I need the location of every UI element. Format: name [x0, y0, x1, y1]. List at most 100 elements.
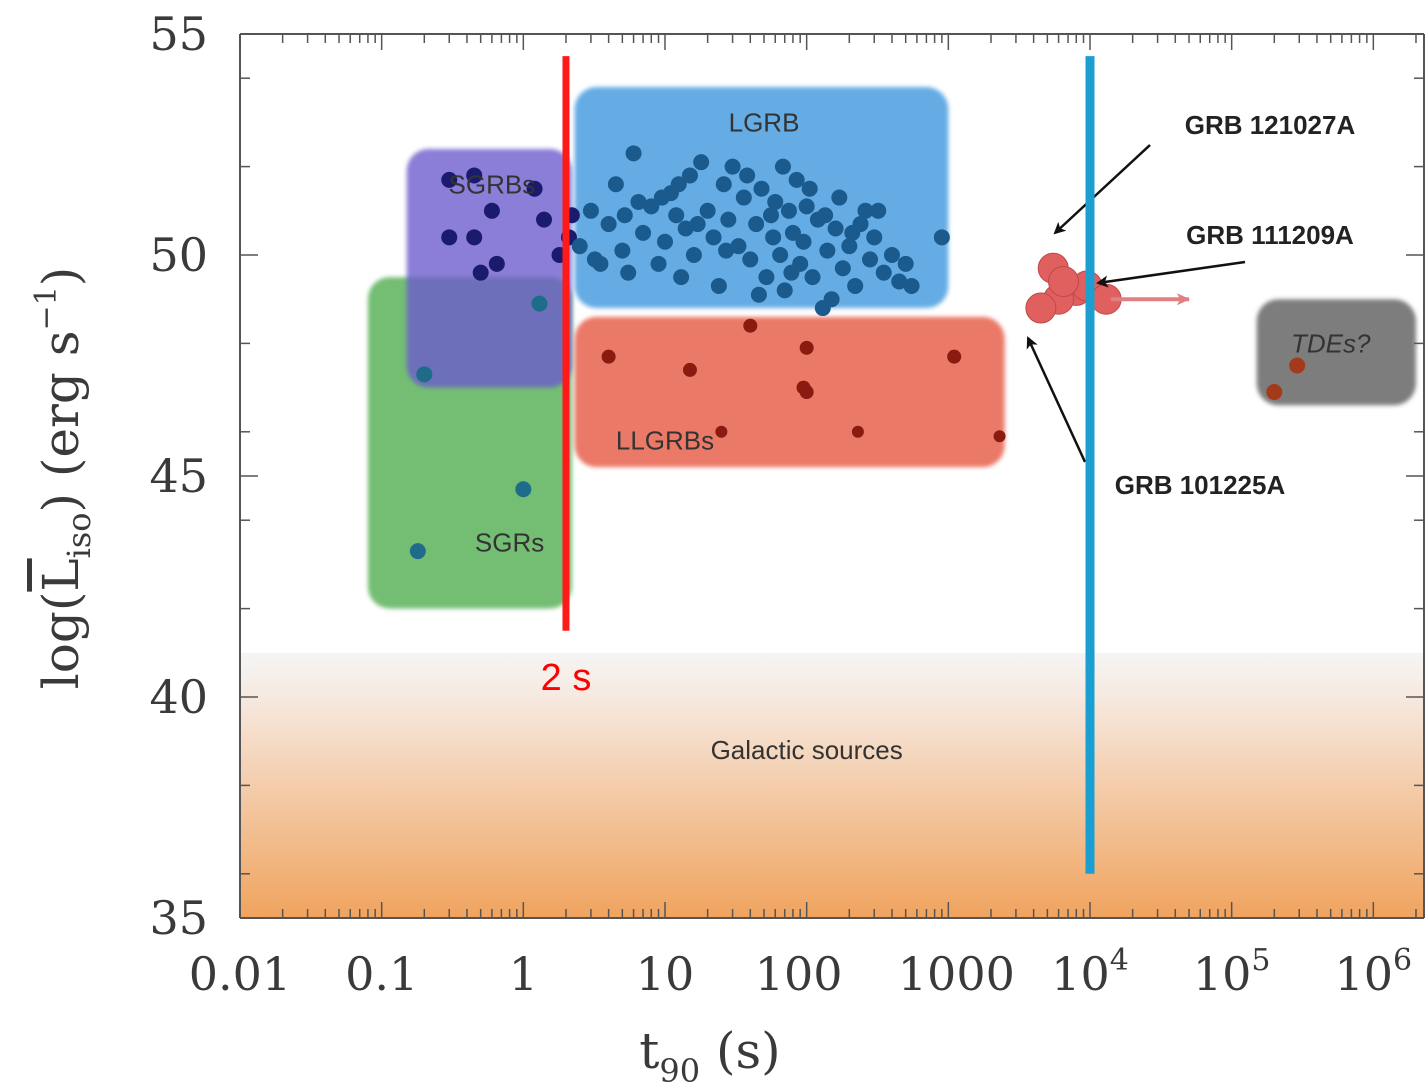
point-sgrs-3	[531, 295, 548, 312]
point-sgrbs-6	[466, 167, 483, 184]
point-lgrb-53	[857, 202, 874, 219]
point-lgrb-10	[643, 198, 660, 215]
x-tick-label: 1000	[898, 947, 1015, 1001]
region-llgrbs	[574, 316, 1005, 468]
axis-ticks	[239, 33, 1424, 919]
point-lgrb-33	[767, 193, 784, 210]
x-tick-label: 0.01	[189, 947, 291, 1001]
point-llgrbs-9	[799, 385, 814, 400]
region-label-galactic-sources: Galactic sources	[711, 735, 903, 765]
point-sgrbs-4	[483, 202, 500, 219]
x-tick-label: 104	[1051, 943, 1129, 1001]
point-llgrbs-6	[851, 425, 864, 438]
y-tick-label: 50	[149, 228, 208, 282]
point-lgrb-6	[620, 264, 637, 281]
point-lgrb-26	[730, 238, 747, 255]
x-tick-label: 106	[1335, 943, 1413, 1001]
point-sgrs-2	[515, 481, 532, 498]
x-tick-label: 10	[636, 947, 695, 1001]
point-lgrb-35	[776, 282, 793, 299]
point-lgrb-32	[762, 207, 779, 224]
point-lgrb-49	[834, 260, 851, 277]
point-lgrb-7	[625, 145, 642, 162]
point-lgrb-61	[653, 189, 670, 206]
arrow-grb-111209a	[1096, 260, 1246, 288]
point-lgrb-17	[681, 167, 698, 184]
y-tick-label: 45	[149, 449, 208, 503]
point-lgrb-41	[798, 198, 815, 215]
label-grb-111209a: GRB 111209A	[1186, 220, 1354, 250]
point-lgrb-31	[758, 269, 775, 286]
point-llgrbs-5	[799, 340, 814, 355]
point-lgrb-75	[933, 229, 950, 246]
x-tick-label: 100	[755, 947, 843, 1001]
point-lgrb-25	[724, 158, 741, 175]
point-lgrb-51	[847, 277, 864, 294]
point-lgrb-24	[720, 211, 737, 228]
point-lgrb-27	[735, 189, 752, 206]
point-lgrb-65	[765, 229, 782, 246]
point-lgrb-1	[582, 202, 599, 219]
point-llgrbs-0	[601, 349, 616, 364]
point-lgrb-47	[827, 220, 844, 237]
point-tdes-0	[1266, 384, 1283, 401]
point-sgrbs-7	[526, 180, 543, 197]
point-lgrb-4	[607, 176, 624, 193]
y-axis-title: log(Liso) (erg s−1)	[29, 267, 98, 689]
point-lgrb-59	[897, 255, 914, 272]
grb-cluster	[1025, 252, 1191, 324]
point-lgrb-68	[817, 207, 834, 224]
point-lgrb-58	[891, 273, 908, 290]
region-label-sgrbs: SGRBs	[449, 169, 536, 199]
point-lgrb-29	[748, 216, 765, 233]
point-lgrb-23	[715, 176, 732, 193]
point-lgrb-54	[862, 251, 879, 268]
data-points	[409, 145, 1306, 560]
labels: 0.01 0.1 1 10 100 1000 104 105 106 55 50 45 40 35 SGRs…	[149, 7, 1412, 1001]
label-grb-101225a: GRB 101225A	[1115, 470, 1286, 500]
regions	[240, 87, 1424, 918]
grb-cluster-point-6	[1047, 266, 1079, 298]
point-lgrb-11	[650, 255, 667, 272]
point-lgrb-30	[753, 180, 770, 197]
x-axis-title: t90 (s)	[639, 1022, 780, 1090]
x-tick-label: 1	[509, 947, 538, 1001]
y-tick-label: 40	[149, 670, 208, 724]
x-tick-label: 105	[1193, 943, 1271, 1001]
point-lgrb-0	[571, 238, 588, 255]
point-sgrbs-3	[472, 264, 489, 281]
region-lgrb	[574, 87, 949, 309]
point-lgrb-28	[742, 251, 759, 268]
point-lgrb-34	[772, 247, 789, 263]
point-lgrb-48	[831, 189, 848, 206]
point-lgrb-60	[616, 207, 633, 224]
point-sgrbs-0	[441, 171, 458, 188]
point-lgrb-71	[670, 176, 687, 193]
arrow-grb-101225a	[1026, 336, 1087, 463]
point-sgrs-0	[409, 543, 426, 560]
point-llgrbs-2	[715, 425, 728, 438]
y-tick-label: 55	[149, 7, 208, 61]
point-sgrbs-2	[466, 229, 483, 246]
point-lgrb-37	[784, 224, 801, 241]
point-lgrb-64	[739, 167, 756, 184]
point-sgrs-1	[416, 366, 433, 383]
point-lgrb-63	[718, 242, 735, 259]
point-lgrb-45	[819, 242, 836, 259]
point-lgrb-57	[883, 247, 900, 263]
vertical-lines	[562, 56, 1095, 874]
point-lgrb-9	[635, 224, 652, 241]
point-lgrb-19	[693, 154, 710, 171]
point-tdes-1	[1289, 357, 1306, 374]
point-lgrb-55	[866, 229, 883, 246]
point-lgrb-3	[600, 216, 617, 233]
point-lgrb-62	[689, 216, 706, 233]
point-lgrb-22	[710, 277, 727, 294]
point-lgrb-21	[705, 229, 722, 246]
point-lgrb-5	[614, 242, 631, 259]
point-lgrb-73	[774, 158, 791, 175]
point-lgrb-8	[630, 193, 647, 210]
point-lgrb-56	[875, 264, 892, 281]
label-grb-121027a: GRB 121027A	[1185, 110, 1356, 140]
